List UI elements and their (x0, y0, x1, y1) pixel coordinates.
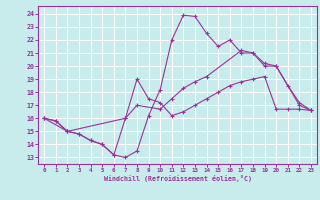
X-axis label: Windchill (Refroidissement éolien,°C): Windchill (Refroidissement éolien,°C) (104, 175, 252, 182)
